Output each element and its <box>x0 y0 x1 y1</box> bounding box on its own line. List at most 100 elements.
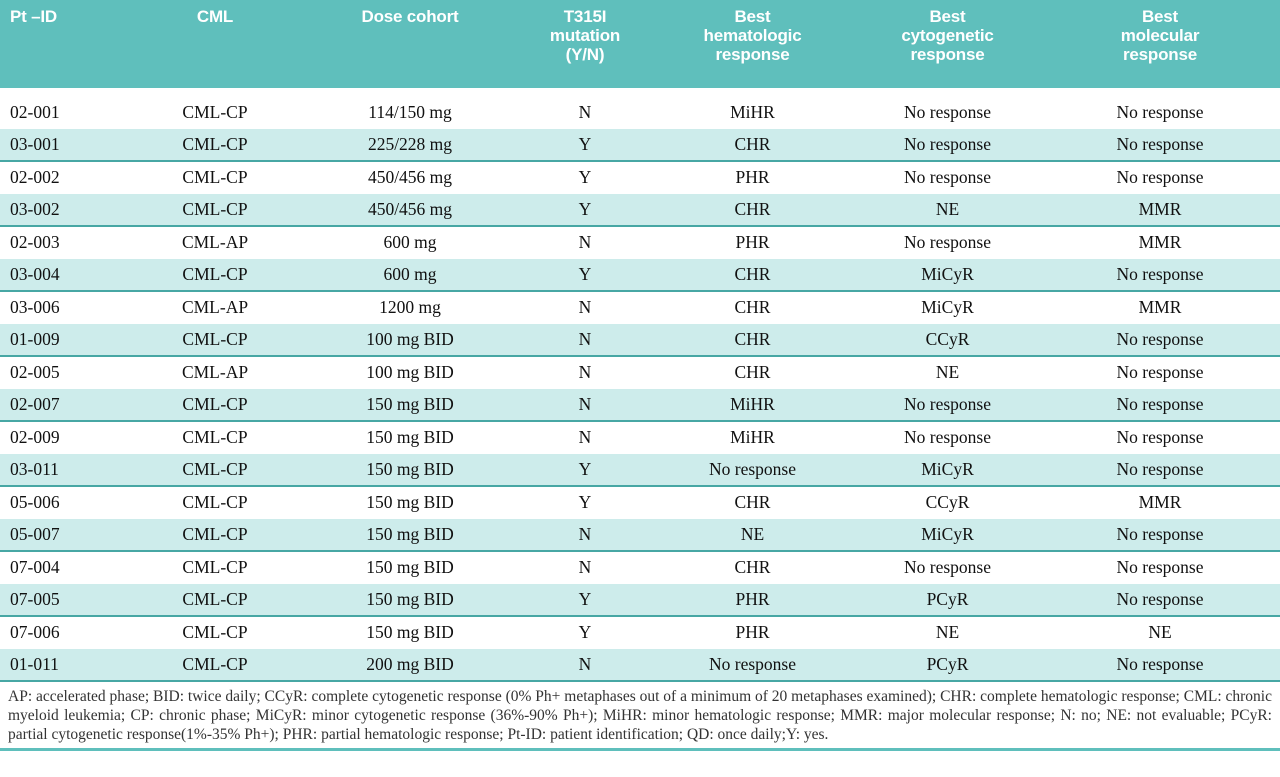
cell-cml: CML-AP <box>181 232 249 253</box>
cell-dose-cohort: 150 mg BID <box>300 388 520 422</box>
cell-best-hematologic-response: MiHR <box>730 427 775 448</box>
cell-dose-cohort: 450/456 mg <box>367 167 453 188</box>
cell-dose-cohort: 600 mg <box>300 258 520 292</box>
cell-dose-cohort: 200 mg BID <box>300 648 520 682</box>
cell-t315i-mutation: Y <box>520 128 650 162</box>
cell-t315i-mutation: Y <box>578 622 592 643</box>
table-row: 05-007 CML-CP 150 mg BID N NE MiCyR No respons… <box>0 518 1280 552</box>
cell-best-cytogenetic-response: CCyR <box>925 492 970 513</box>
header-row: Pt –ID CML Dose cohort T315I mutation (Y/N)… <box>0 0 1280 97</box>
cell-pt-id: 02-003 <box>10 232 60 253</box>
column-header-best-cytogenetic-response: Best cytogenetic response <box>855 0 1040 97</box>
cell-pt-id: 07-005 <box>0 583 130 617</box>
cell-best-cytogenetic-response: PCyR <box>855 648 1040 682</box>
cell-dose-cohort: 150 mg BID <box>300 453 520 487</box>
cell-cml: CML-CP <box>130 258 300 292</box>
cell-cml: CML-CP <box>130 453 300 487</box>
cell-dose-cohort: 150 mg BID <box>366 557 454 578</box>
cell-best-cytogenetic-response: MiCyR <box>855 518 1040 552</box>
cell-t315i-mutation: Y <box>520 583 650 617</box>
cell-cml: CML-CP <box>182 102 248 123</box>
cell-cml: CML-CP <box>130 648 300 682</box>
cell-t315i-mutation: N <box>578 232 592 253</box>
table-row: 07-005 CML-CP 150 mg BID Y PHR PCyR No respons… <box>0 583 1280 617</box>
table-row: 03-006 CML-AP 1200 mg N CHR MiCyR MMR <box>0 291 1280 324</box>
cell-best-hematologic-response: PHR <box>650 583 855 617</box>
cell-best-molecular-response: No response <box>1040 128 1280 162</box>
cell-best-molecular-response: No response <box>1116 167 1204 188</box>
cell-cml: CML-CP <box>182 622 248 643</box>
cell-t315i-mutation: N <box>520 518 650 552</box>
cell-best-cytogenetic-response: No response <box>855 128 1040 162</box>
table-row: 02-009 CML-CP 150 mg BID N MiHR No response No… <box>0 421 1280 454</box>
cell-best-molecular-response: No response <box>1040 388 1280 422</box>
cell-best-hematologic-response: No response <box>650 648 855 682</box>
cell-cml: CML-CP <box>182 557 248 578</box>
cell-best-hematologic-response: MiHR <box>730 102 775 123</box>
abbreviations-footnote: AP: accelerated phase; BID: twice daily;… <box>0 682 1280 751</box>
column-header-pt-id: Pt –ID <box>0 0 130 97</box>
cell-best-molecular-response: No response <box>1040 453 1280 487</box>
cell-pt-id: 02-007 <box>0 388 130 422</box>
cell-best-hematologic-response: CHR <box>734 297 771 318</box>
cell-t315i-mutation: N <box>520 323 650 357</box>
cell-pt-id: 05-007 <box>0 518 130 552</box>
cell-best-molecular-response: No response <box>1116 427 1204 448</box>
cell-pt-id: 07-004 <box>10 557 60 578</box>
cell-dose-cohort: 114/150 mg <box>368 102 452 123</box>
cell-best-cytogenetic-response: NE <box>855 193 1040 227</box>
table-row: 05-006 CML-CP 150 mg BID Y CHR CCyR MMR <box>0 486 1280 519</box>
cell-best-hematologic-response: CHR <box>650 128 855 162</box>
cell-best-molecular-response: No response <box>1116 557 1204 578</box>
cell-best-molecular-response: No response <box>1040 258 1280 292</box>
cell-dose-cohort: 450/456 mg <box>300 193 520 227</box>
cell-best-molecular-response: MMR <box>1138 492 1182 513</box>
cell-dose-cohort: 600 mg <box>383 232 437 253</box>
cell-best-hematologic-response: No response <box>650 453 855 487</box>
cell-best-hematologic-response: MiHR <box>650 388 855 422</box>
cell-pt-id: 02-002 <box>10 167 60 188</box>
cell-best-cytogenetic-response: No response <box>855 388 1040 422</box>
cell-best-molecular-response: No response <box>1040 518 1280 552</box>
cell-t315i-mutation: N <box>578 297 592 318</box>
cell-pt-id: 03-001 <box>0 128 130 162</box>
cell-pt-id: 01-011 <box>0 648 130 682</box>
column-header-best-hematologic-response: Best hematologic response <box>650 0 855 97</box>
cell-best-molecular-response: MMR <box>1138 297 1182 318</box>
cell-best-molecular-response: No response <box>1040 323 1280 357</box>
table-row: 01-011 CML-CP 200 mg BID N No response PCyR No… <box>0 648 1280 682</box>
cell-t315i-mutation: N <box>578 102 592 123</box>
cell-best-cytogenetic-response: CCyR <box>855 323 1040 357</box>
cell-pt-id: 03-006 <box>10 297 60 318</box>
table-row: 03-002 CML-CP 450/456 mg Y CHR NE MMR <box>0 193 1280 227</box>
table-row: 02-001 CML-CP 114/150 mg N MiHR No response No… <box>0 93 1280 129</box>
cell-best-hematologic-response: CHR <box>650 258 855 292</box>
cell-best-hematologic-response: CHR <box>650 323 855 357</box>
cell-pt-id: 02-001 <box>10 102 60 123</box>
cell-dose-cohort: 150 mg BID <box>366 427 454 448</box>
table-row: 02-005 CML-AP 100 mg BID N CHR NE No response <box>0 356 1280 389</box>
column-header-dose-cohort: Dose cohort <box>300 0 520 97</box>
cell-dose-cohort: 225/228 mg <box>300 128 520 162</box>
cell-dose-cohort: 100 mg BID <box>300 323 520 357</box>
cell-best-cytogenetic-response: MiCyR <box>855 258 1040 292</box>
patient-response-table: Pt –ID CML Dose cohort T315I mutation (Y/N)… <box>0 0 1280 682</box>
cell-best-molecular-response: No response <box>1040 583 1280 617</box>
cell-t315i-mutation: N <box>578 557 592 578</box>
column-header-best-molecular-response: Best molecular response <box>1040 0 1280 97</box>
table-row: 03-001 CML-CP 225/228 mg Y CHR No response No … <box>0 128 1280 162</box>
cell-dose-cohort: 150 mg BID <box>366 492 454 513</box>
table-row: 02-003 CML-AP 600 mg N PHR No response MMR <box>0 226 1280 259</box>
cell-t315i-mutation: Y <box>520 258 650 292</box>
cell-cml: CML-CP <box>182 167 248 188</box>
cell-cml: CML-CP <box>130 193 300 227</box>
cell-best-cytogenetic-response: MiCyR <box>855 453 1040 487</box>
table-header: Pt –ID CML Dose cohort T315I mutation (Y/N)… <box>0 0 1280 97</box>
cell-best-molecular-response: No response <box>1116 102 1204 123</box>
cell-t315i-mutation: N <box>520 388 650 422</box>
table-row: 03-004 CML-CP 600 mg Y CHR MiCyR No response <box>0 258 1280 292</box>
cell-best-molecular-response: No response <box>1040 648 1280 682</box>
cell-best-hematologic-response: PHR <box>735 622 770 643</box>
cell-best-cytogenetic-response: PCyR <box>855 583 1040 617</box>
cell-pt-id: 02-009 <box>10 427 60 448</box>
